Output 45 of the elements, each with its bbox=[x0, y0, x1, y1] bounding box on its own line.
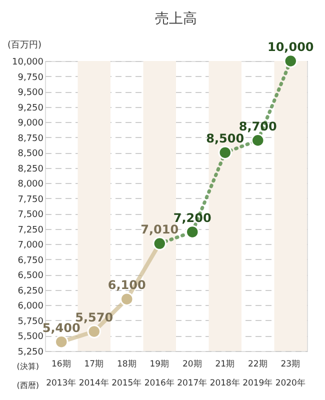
x-tick-label: 22期 2019年 bbox=[242, 358, 274, 388]
y-tick-label: 9,000 bbox=[18, 118, 44, 129]
y-tick-label: 6,500 bbox=[18, 271, 44, 282]
y-tick-label: 8,250 bbox=[18, 164, 44, 174]
point bbox=[54, 334, 68, 349]
x-tick-label: 21期 2018年 bbox=[210, 358, 240, 388]
y-tick-label: 7,750 bbox=[18, 194, 44, 205]
point bbox=[186, 225, 200, 239]
y-axis-title: (百万円) bbox=[7, 40, 42, 50]
y-tick-label: 7,250 bbox=[18, 225, 44, 236]
data-label: 7,010 bbox=[140, 222, 179, 237]
y-tick-label: 5,750 bbox=[18, 316, 44, 327]
x-tick-label: 16期 2013年 bbox=[46, 358, 77, 388]
y-tick-label: 6,250 bbox=[18, 286, 44, 296]
text: (西暦) bbox=[16, 381, 39, 390]
x-tick-label: 20期 2017年 bbox=[177, 358, 208, 388]
data-label: 7,200 bbox=[173, 210, 212, 225]
y-tick-label: 9,250 bbox=[18, 103, 44, 114]
y-tick-label: 7,000 bbox=[18, 240, 44, 251]
point bbox=[218, 146, 232, 160]
data-label: 8,500 bbox=[206, 132, 244, 146]
data-label: 6,100 bbox=[108, 278, 146, 292]
y-tick-label: 5,250 bbox=[18, 348, 44, 358]
text: (決算) bbox=[16, 362, 39, 371]
y-tick-label: 6,750 bbox=[18, 256, 44, 266]
y-tick-label: 6,000 bbox=[18, 302, 44, 312]
x-tick-label: 18期 2015年 bbox=[112, 358, 142, 388]
x-tick-label: 17期 2014年 bbox=[78, 358, 110, 388]
point bbox=[251, 134, 265, 148]
y-tick-label: 10,000 bbox=[12, 58, 44, 68]
x-tick-label: 23期 2020年 bbox=[275, 358, 306, 388]
point bbox=[284, 54, 298, 68]
x-tick-label: 19期 2016年 bbox=[144, 358, 175, 388]
y-tick-label: 9,750 bbox=[18, 72, 44, 83]
y-tick-label: 7,500 bbox=[18, 210, 44, 220]
data-label: 10,000 bbox=[267, 40, 314, 54]
point bbox=[120, 292, 134, 306]
data-label: 8,700 bbox=[238, 119, 277, 134]
y-tick-label: 9,500 bbox=[18, 88, 44, 98]
chart-title: 売上高 bbox=[155, 11, 197, 27]
y-tick-label: 5,500 bbox=[18, 332, 44, 342]
y-tick-label: 8,000 bbox=[18, 180, 44, 190]
point bbox=[87, 324, 101, 338]
y-tick-label: 8,500 bbox=[18, 149, 44, 160]
y-tick-label: 8,750 bbox=[18, 134, 44, 144]
